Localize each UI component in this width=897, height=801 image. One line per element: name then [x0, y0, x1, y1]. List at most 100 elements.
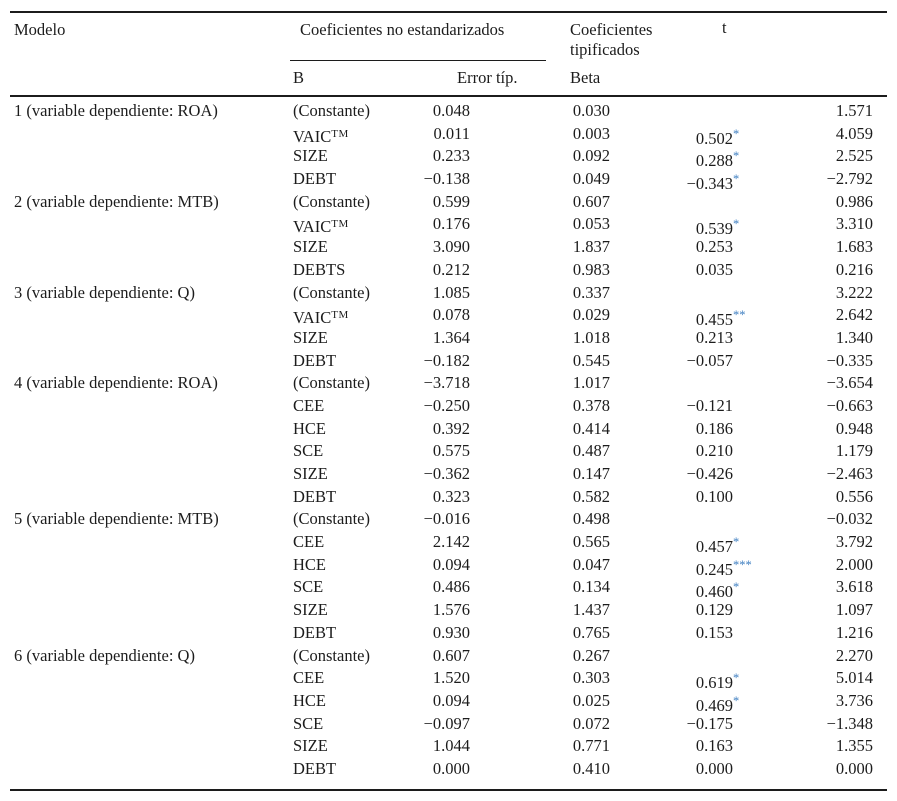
- b-value-cell: 1.085: [432, 282, 470, 302]
- t-value-cell: 2.000: [835, 554, 873, 574]
- variable-cell: SIZE: [293, 464, 328, 483]
- b-value-cell: 0.575: [432, 441, 470, 461]
- variable-cell: (Constante): [293, 282, 370, 302]
- variable-cell: SIZE: [293, 146, 328, 166]
- std-error-cell: 0.134: [572, 577, 610, 597]
- column-group-unstandardized: Coeficientes no estandarizados: [300, 20, 505, 39]
- variable-cell: (Constante): [293, 101, 370, 120]
- t-value-cell: −0.335: [826, 350, 873, 370]
- b-value-cell: 0.392: [432, 418, 470, 438]
- b-value-cell: 1.044: [432, 736, 470, 756]
- table-row: VAICTM 0.011 0.003 0.502* 4.059: [10, 123, 887, 148]
- variable-cell: DEBT: [293, 350, 337, 370]
- variable-cell: SCE: [293, 577, 324, 597]
- model-label-cell: 6 (variable dependiente: Q): [14, 645, 195, 665]
- b-value-cell: −0.138: [423, 169, 470, 189]
- t-value-cell: 1.571: [835, 101, 873, 120]
- beta-value-cell: 0.210: [695, 441, 733, 461]
- b-value-cell: 0.078: [432, 305, 470, 325]
- model-label-cell: 1 (variable dependiente: ROA): [14, 101, 218, 120]
- beta-value-cell: [610, 191, 733, 214]
- model-label-cell: 4 (variable dependiente: ROA): [14, 373, 218, 393]
- beta-value-cell: −0.426: [686, 464, 733, 483]
- b-value-cell: 2.142: [432, 532, 470, 552]
- table-row: DEBT −0.182 0.545 −0.057 −0.335: [10, 350, 887, 373]
- table-row: SIZE 1.576 1.437 0.129 1.097: [10, 599, 887, 622]
- table-row: SIZE 3.090 1.837 0.253 1.683: [10, 236, 887, 259]
- std-error-cell: 0.147: [572, 464, 610, 483]
- std-error-cell: 0.498: [572, 509, 610, 529]
- std-error-cell: 0.582: [572, 486, 610, 506]
- std-error-cell: 0.025: [572, 690, 610, 710]
- model-label-cell: [10, 327, 293, 350]
- table-row: DEBT 0.323 0.582 0.100 0.556: [10, 486, 887, 509]
- variable-cell: SCE: [293, 441, 324, 461]
- beta-value-cell: −0.175: [686, 713, 733, 733]
- table-row: HCE 0.392 0.414 0.186 0.948: [10, 418, 887, 441]
- table-row: SIZE 0.233 0.092 0.288* 2.525: [10, 145, 887, 170]
- table-top-rule: [10, 11, 887, 13]
- std-error-cell: 0.003: [572, 123, 610, 143]
- model-label-cell: [10, 486, 293, 509]
- t-value-cell: 4.059: [835, 123, 873, 143]
- table-row: CEE 2.142 0.565 0.457* 3.792: [10, 531, 887, 556]
- t-value-cell: 3.736: [835, 690, 873, 710]
- b-value-cell: −0.250: [423, 395, 470, 415]
- std-error-cell: 0.378: [572, 395, 610, 415]
- t-value-cell: −0.032: [826, 509, 873, 529]
- std-error-cell: 0.267: [572, 645, 610, 665]
- std-error-cell: 0.565: [572, 532, 610, 552]
- std-error-cell: 0.030: [572, 101, 610, 120]
- std-error-cell: 0.047: [572, 554, 610, 574]
- variable-cell: CEE: [293, 532, 325, 552]
- beta-value-cell: 0.035: [695, 259, 733, 279]
- beta-value-cell: [610, 100, 733, 123]
- std-error-cell: 0.053: [572, 214, 610, 234]
- b-value-cell: 1.576: [432, 600, 470, 620]
- table-row: DEBT −0.138 0.049 −0.343* −2.792: [10, 168, 887, 193]
- table-bottom-rule: [10, 789, 887, 791]
- model-label-cell: [10, 395, 293, 418]
- beta-value-cell: [610, 282, 733, 305]
- t-value-cell: −1.348: [826, 713, 873, 733]
- b-value-cell: 1.520: [432, 668, 470, 688]
- variable-cell: VAICTM: [293, 308, 349, 328]
- b-value-cell: −0.182: [423, 350, 470, 370]
- model-label-cell: [10, 440, 293, 463]
- table-row: HCE 0.094 0.025 0.469* 3.736: [10, 690, 887, 715]
- std-error-cell: 0.337: [572, 282, 610, 302]
- variable-cell: CEE: [293, 668, 325, 688]
- std-error-cell: 1.437: [572, 600, 610, 620]
- variable-cell: SIZE: [293, 600, 328, 620]
- variable-cell: (Constante): [293, 191, 370, 211]
- model-label-cell: [10, 236, 293, 259]
- variable-cell: HCE: [293, 554, 326, 574]
- table-row: VAICTM 0.176 0.053 0.539* 3.310: [10, 213, 887, 238]
- t-value-cell: 3.792: [835, 532, 873, 552]
- table-row: 3 (variable dependiente: Q) (Constante) 1.…: [10, 282, 887, 305]
- std-error-cell: 0.487: [572, 441, 610, 461]
- variable-cell: HCE: [293, 690, 326, 710]
- b-value-cell: 0.048: [432, 101, 470, 120]
- variable-cell: DEBT: [293, 169, 337, 189]
- model-label-cell: 2 (variable dependiente: MTB): [14, 191, 219, 211]
- column-header-modelo: Modelo: [14, 20, 66, 39]
- column-group-standardized: Coeficientes tipificados: [570, 20, 653, 59]
- t-value-cell: 5.014: [835, 668, 873, 688]
- std-error-cell: 0.410: [572, 758, 610, 778]
- beta-value-cell: −0.057: [686, 350, 733, 370]
- variable-cell: SIZE: [293, 736, 328, 756]
- table-row: SIZE −0.362 0.147 −0.426 −2.463: [10, 463, 887, 486]
- b-value-cell: 0.011: [433, 123, 470, 143]
- table-row: 6 (variable dependiente: Q) (Constante) 0.…: [10, 645, 887, 668]
- column-header-beta: Beta: [570, 68, 601, 87]
- std-error-cell: 1.837: [572, 237, 610, 257]
- variable-superscript: TM: [331, 309, 349, 322]
- b-value-cell: −0.016: [423, 509, 470, 529]
- beta-value-cell: 0.129: [695, 600, 733, 620]
- model-label-cell: [10, 735, 293, 758]
- b-value-cell: −3.718: [423, 373, 470, 393]
- b-value-cell: 0.094: [432, 554, 470, 574]
- std-error-cell: 0.765: [572, 622, 610, 642]
